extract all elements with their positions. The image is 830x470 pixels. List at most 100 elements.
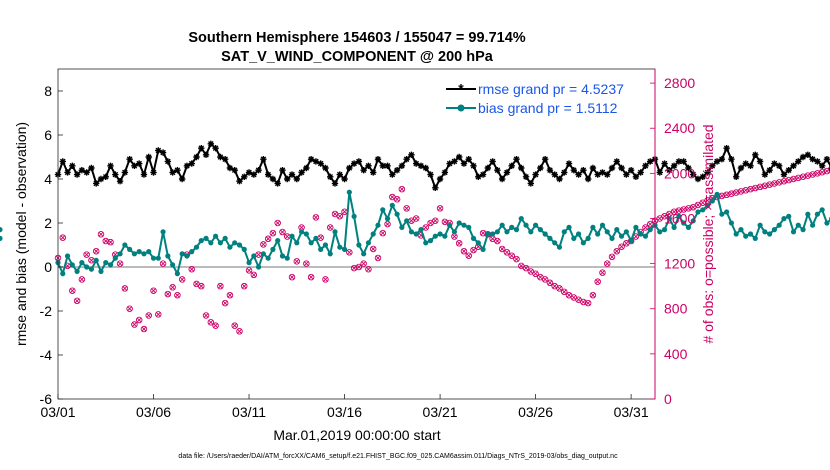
obs-possible-point xyxy=(618,243,625,250)
rmse-point xyxy=(823,156,830,163)
rmse-point xyxy=(589,164,597,172)
y-tick-label-right: 1200 xyxy=(664,256,695,272)
rmse-point xyxy=(647,158,654,165)
obs-possible-point xyxy=(303,260,310,267)
rmse-point xyxy=(135,160,143,167)
rmse-point xyxy=(112,171,119,178)
obs-assimilated-point xyxy=(260,241,266,247)
rmse-point xyxy=(479,171,487,178)
y-tick-label-left: -4 xyxy=(40,347,53,363)
obs-assimilated-point xyxy=(642,224,648,231)
footer-data-file: data file: /Users/raeder/DAI/ATM_forcXX/… xyxy=(178,453,618,460)
obs-possible-point xyxy=(217,282,224,290)
obs-possible-point xyxy=(73,297,81,305)
obs-possible-point xyxy=(264,235,272,243)
obs-assimilated-point xyxy=(337,213,343,219)
rmse-point xyxy=(818,162,826,169)
bias-point xyxy=(790,229,797,235)
bias-point xyxy=(236,242,243,248)
obs-possible-point xyxy=(107,238,114,246)
rmse-point xyxy=(766,167,773,174)
bias-point xyxy=(762,229,768,235)
obs-possible-point xyxy=(121,285,129,292)
obs-assimilated-point xyxy=(117,261,123,267)
obs-assimilated-point xyxy=(585,300,591,306)
obs-assimilated-point xyxy=(313,214,319,220)
obs-possible-point xyxy=(269,229,277,237)
bias-point xyxy=(733,231,739,237)
obs-assimilated-point xyxy=(289,274,295,280)
bias-point xyxy=(757,222,763,228)
rmse-point xyxy=(212,145,219,152)
bias-point xyxy=(270,246,276,252)
rmse-point xyxy=(312,158,320,165)
bias-point xyxy=(442,233,448,239)
bias-point xyxy=(198,238,204,244)
x-tick-label: 03/11 xyxy=(232,404,266,420)
bias-point xyxy=(141,251,147,257)
obs-assimilated-point xyxy=(413,215,419,222)
obs-possible-point xyxy=(155,311,162,318)
obs-assimilated-point xyxy=(208,319,214,325)
bias-point xyxy=(552,240,558,246)
rmse-point xyxy=(670,162,678,169)
obs-assimilated-point xyxy=(108,239,114,245)
bias-point xyxy=(604,229,610,235)
obs-possible-point xyxy=(97,231,105,238)
obs-assimilated-point xyxy=(523,265,529,271)
obs-possible-point xyxy=(742,187,749,194)
bias-point xyxy=(614,227,620,233)
obs-assimilated-point xyxy=(141,326,147,332)
obs-possible-point xyxy=(441,218,449,226)
bias-point xyxy=(251,253,257,259)
bias-point xyxy=(351,213,357,219)
bias-point xyxy=(375,222,381,228)
obs-possible-point xyxy=(379,229,387,237)
obs-possible-point xyxy=(398,185,406,193)
bias-point xyxy=(575,231,582,237)
rmse-point xyxy=(518,164,525,172)
obs-possible-point xyxy=(752,184,759,192)
bias-point xyxy=(408,229,415,235)
obs-possible-point xyxy=(288,273,296,281)
legend: * rmse grand pr = 4.5237 bias grand pr =… xyxy=(445,75,642,121)
bias-point xyxy=(623,229,629,235)
obs-assimilated-point xyxy=(303,261,309,267)
obs-possible-point xyxy=(241,282,248,290)
bias-point xyxy=(380,207,386,213)
obs-possible-point xyxy=(369,245,377,253)
obs-assimilated-point xyxy=(470,247,477,253)
rmse-point xyxy=(637,169,644,176)
legend-bias-label: bias grand pr = 1.5112 xyxy=(478,100,618,116)
bias-point xyxy=(184,253,190,259)
rmse-point xyxy=(795,158,802,165)
rmse-point xyxy=(78,167,86,174)
rmse-point xyxy=(331,180,339,187)
obs-possible-point xyxy=(350,264,358,272)
obs-possible-point xyxy=(365,266,372,273)
obs-possible-point xyxy=(83,251,90,258)
obs-assimilated-point xyxy=(719,193,725,199)
rmse-point xyxy=(298,169,305,176)
obs-possible-point xyxy=(436,205,444,212)
obs-assimilated-point xyxy=(786,177,792,183)
rmse-point xyxy=(761,171,769,178)
bias-point xyxy=(112,255,118,261)
rmse-point xyxy=(322,164,329,172)
obs-possible-point xyxy=(561,288,568,296)
rmse-point xyxy=(690,171,697,178)
rmse-point xyxy=(713,158,721,165)
bias-point xyxy=(666,216,672,222)
bias-point xyxy=(485,231,491,237)
obs-possible-point xyxy=(508,252,515,259)
bias-point xyxy=(695,209,701,215)
bias-point xyxy=(786,213,792,219)
obs-assimilated-point xyxy=(232,323,238,329)
bias-point xyxy=(704,202,711,208)
bias-point xyxy=(499,222,505,228)
rmse-point xyxy=(250,171,258,178)
bias-point xyxy=(547,235,553,241)
obs-possible-point xyxy=(221,299,229,307)
obs-assimilated-point xyxy=(270,230,276,236)
obs-possible-point xyxy=(747,185,754,193)
